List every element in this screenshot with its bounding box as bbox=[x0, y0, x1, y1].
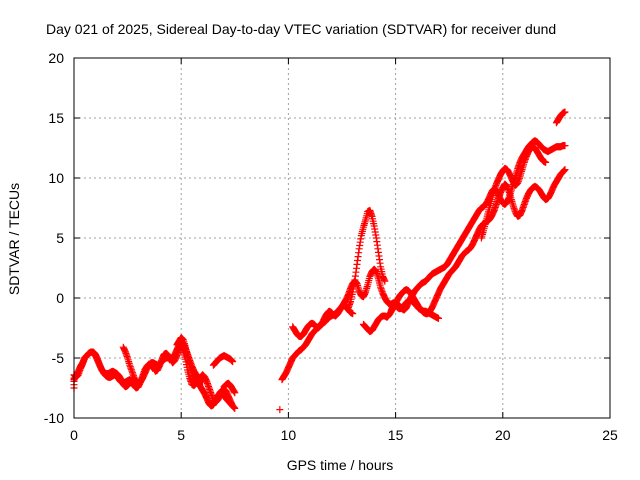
y-tick-label: -10 bbox=[44, 410, 64, 426]
data-point bbox=[542, 158, 550, 166]
data-layer bbox=[70, 108, 569, 414]
data-point bbox=[561, 166, 569, 174]
data-point bbox=[229, 358, 237, 366]
data-point bbox=[381, 277, 389, 285]
y-tick-label: 10 bbox=[48, 170, 64, 186]
tick-layer: 0 5 10 15 20 25 -10 -5 0 5 10 15 20 bbox=[44, 50, 618, 443]
data-point bbox=[276, 406, 284, 414]
y-tick-label: 5 bbox=[56, 230, 64, 246]
x-tick-label: 0 bbox=[70, 427, 78, 443]
y-tick-label: 15 bbox=[48, 110, 64, 126]
x-tick-label: 5 bbox=[177, 427, 185, 443]
data-point bbox=[199, 378, 207, 386]
y-tick-label: 0 bbox=[56, 290, 64, 306]
x-tick-label: 15 bbox=[388, 427, 404, 443]
data-point bbox=[434, 314, 442, 322]
x-axis-label: GPS time / hours bbox=[287, 457, 394, 473]
chart-title: Day 021 of 2025, Sidereal Day-to-day VTE… bbox=[46, 21, 556, 37]
y-tick-label: 20 bbox=[48, 50, 64, 66]
x-tick-label: 20 bbox=[495, 427, 511, 443]
data-point bbox=[561, 142, 569, 150]
data-point bbox=[231, 389, 239, 397]
y-axis-label: SDTVAR / TECUs bbox=[6, 183, 22, 295]
x-tick-label: 25 bbox=[602, 427, 618, 443]
data-point bbox=[349, 310, 357, 318]
y-tick-label: -5 bbox=[52, 350, 65, 366]
data-point bbox=[231, 404, 239, 412]
data-point bbox=[130, 373, 138, 381]
data-point bbox=[561, 108, 569, 116]
x-tick-label: 10 bbox=[281, 427, 297, 443]
